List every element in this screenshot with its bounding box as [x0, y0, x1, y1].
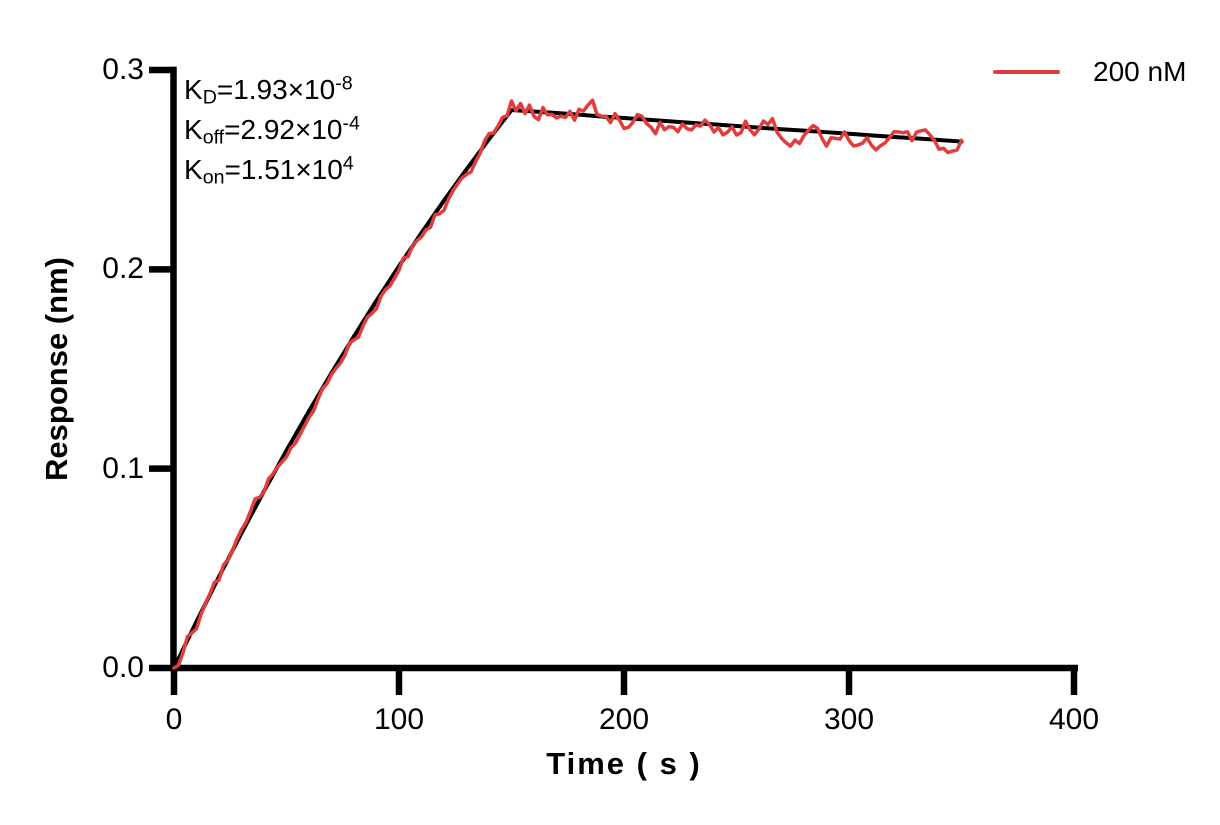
kd-value: =1.93×10 [216, 74, 336, 105]
x-tick-label: 0 [165, 703, 183, 736]
y-axis-title: Response (nm) [39, 257, 74, 481]
kd-exponent: -8 [335, 72, 353, 95]
x-tick-label: 100 [373, 703, 425, 736]
y-tick-label: 0.0 [102, 651, 144, 684]
kon-subscript: on [202, 166, 225, 189]
kon-annotation-line: Kon=1.51×104 [184, 150, 360, 190]
x-tick-label: 400 [1048, 703, 1100, 736]
koff-subscript: off [202, 126, 225, 149]
y-tick-label: 0.1 [102, 452, 144, 485]
kd-subscript: D [202, 86, 217, 109]
legend-line-swatch [993, 70, 1060, 74]
measured-trace-200nM [172, 98, 964, 670]
kon-value: =1.51×10 [224, 154, 343, 185]
kon-exponent: 4 [342, 152, 354, 175]
legend-entry-label: 200 nM [1093, 56, 1187, 87]
x-tick-label: 300 [823, 703, 875, 736]
fit-curve [172, 108, 964, 670]
legend: 200 nM [993, 56, 1187, 87]
kon-symbol: K [184, 154, 203, 185]
x-axis-title: Time ( s ) [546, 746, 702, 781]
y-tick-label: 0.3 [102, 53, 144, 86]
koff-annotation-line: Koff=2.92×10-4 [184, 110, 360, 150]
koff-symbol: K [184, 114, 203, 145]
koff-value: =2.92×10 [224, 114, 343, 145]
kinetics-annotation: KD=1.93×10-8 Koff=2.92×10-4 Kon=1.51×104 [184, 70, 360, 190]
x-tick-label: 200 [598, 703, 650, 736]
kd-annotation-line: KD=1.93×10-8 [184, 70, 360, 110]
y-tick-label: 0.2 [102, 252, 144, 285]
koff-exponent: -4 [342, 112, 360, 135]
kd-symbol: K [184, 74, 203, 105]
